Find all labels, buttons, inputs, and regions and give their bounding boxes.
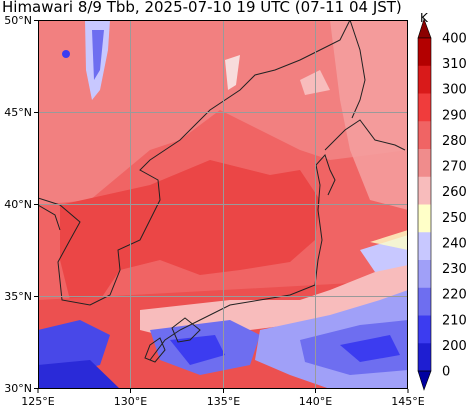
colorbar-unit: K: [420, 11, 428, 25]
colorbar-label: 220: [442, 288, 467, 303]
colorbar-segment: [418, 204, 431, 233]
map-title: Himawari 8/9 Tbb, 2025-07-10 19 UTC (07-…: [2, 0, 402, 16]
lon-tick-label: 125°E: [21, 395, 54, 408]
lon-tick-label: 140°E: [299, 395, 332, 408]
colorbar-segment: [418, 343, 431, 372]
lon-tick-label: 145°E: [391, 395, 424, 408]
lat-tick-label: 40°N: [4, 198, 32, 211]
lon-tick-label: 130°E: [114, 395, 147, 408]
colorbar-label: 310: [442, 57, 467, 72]
colorbar-label: 250: [442, 211, 467, 226]
colorbar-label: 230: [442, 262, 467, 277]
colorbar-label: 200: [442, 339, 467, 354]
colorbar-label: 260: [442, 185, 467, 200]
colorbar-segment: [418, 38, 431, 67]
colorbar-segment: [418, 260, 431, 289]
colorbar: 400 310 300 290 280 270 260 250 240 230 220 210 200 0: [417, 18, 467, 391]
coastlines: [38, 20, 406, 363]
colorbar-segment: [418, 65, 431, 94]
colorbar-segment: [418, 287, 431, 316]
colorbar-segment: [418, 149, 431, 178]
colorbar-bottom-arrow: [417, 370, 432, 391]
axis-ticks: [34, 20, 409, 393]
colorbar-label: 210: [442, 313, 467, 328]
colorbar-label: 0: [442, 365, 450, 380]
gridlines: [38, 20, 408, 389]
colorbar-segment: [418, 232, 431, 261]
colorbar-label: 400: [442, 32, 467, 47]
lat-tick-label: 35°N: [4, 290, 32, 303]
lat-tick-label: 30°N: [4, 382, 32, 395]
lat-tick-label: 45°N: [4, 106, 32, 119]
colorbar-segment: [418, 121, 431, 150]
colorbar-label: 290: [442, 108, 467, 123]
colorbar-label: 240: [442, 236, 467, 251]
colorbar-label: 270: [442, 160, 467, 175]
lat-tick-label: 50°N: [4, 14, 32, 27]
colorbar-label: 300: [442, 83, 467, 98]
colorbar-segment: [418, 315, 431, 344]
colorbar-segment: [418, 93, 431, 122]
colorbar-label: 280: [442, 134, 467, 149]
colorbar-segment: [418, 176, 431, 205]
map-frame: [38, 20, 408, 389]
lon-tick-label: 135°E: [207, 395, 240, 408]
